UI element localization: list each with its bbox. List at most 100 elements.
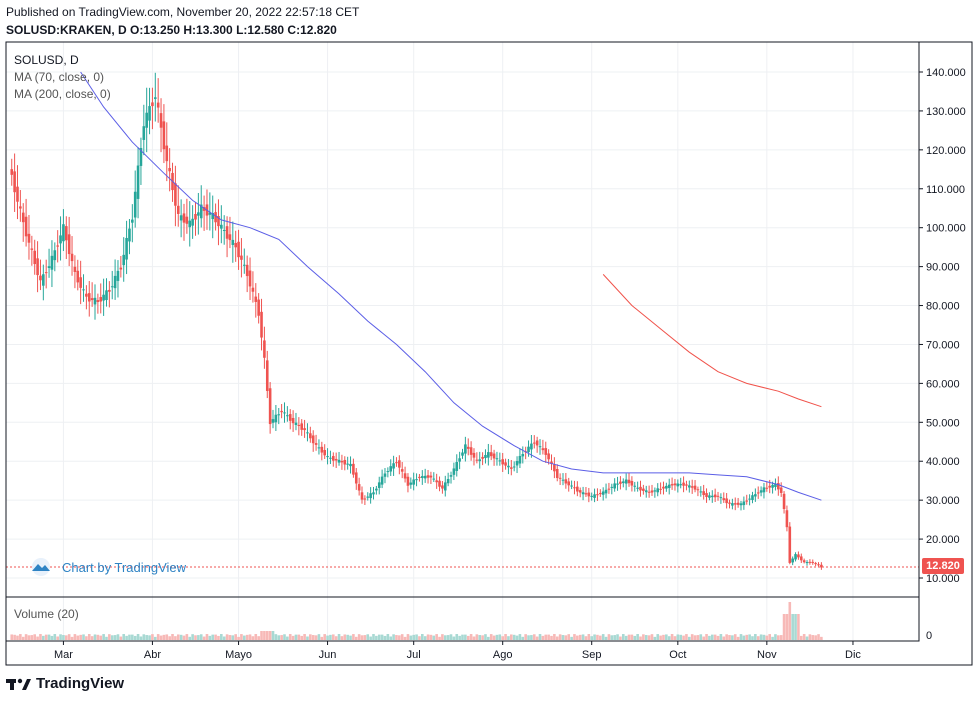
candle-body	[360, 492, 364, 500]
candle-body	[644, 490, 648, 493]
volume-bar	[217, 635, 220, 640]
candle-body	[558, 477, 562, 479]
candle-body	[403, 473, 407, 479]
volume-bar	[332, 634, 335, 640]
volume-bar	[722, 636, 726, 640]
candle-body	[665, 485, 668, 489]
tradingview-watermark[interactable]: Chart by TradingView	[26, 558, 186, 576]
volume-bar	[354, 636, 358, 640]
volume-bar	[39, 634, 42, 640]
candle-body	[311, 435, 315, 444]
volume-legend[interactable]: Volume (20)	[14, 607, 79, 621]
volume-bar	[326, 635, 329, 640]
candle-body	[145, 112, 148, 128]
volume-bar	[245, 634, 249, 640]
candle-body	[742, 501, 746, 506]
volume-bar	[349, 635, 352, 640]
candle-body	[656, 488, 660, 493]
candle-body	[19, 206, 22, 209]
volume-bar	[478, 635, 482, 640]
volume-bar	[174, 636, 177, 640]
volume-bar	[446, 635, 450, 640]
volume-bar	[748, 634, 751, 640]
candle-body	[136, 165, 140, 199]
volume-bar	[596, 634, 599, 640]
volume-bar	[145, 635, 148, 640]
candle-body	[139, 147, 143, 166]
candle-body	[64, 226, 68, 241]
volume-bar	[570, 636, 573, 640]
candle-body	[179, 215, 183, 221]
volume-bar	[389, 636, 393, 640]
y-tick-label: 50.000	[926, 417, 960, 429]
candle-body	[27, 233, 31, 243]
ma70-legend[interactable]: MA (70, close, 0)	[14, 70, 105, 84]
volume-bar	[487, 636, 490, 640]
volume-bar	[352, 634, 355, 640]
candle-body	[788, 526, 792, 563]
candle-body	[306, 432, 309, 434]
volume-bar	[567, 634, 571, 640]
volume-bar	[564, 635, 568, 640]
volume-bar	[406, 634, 410, 640]
candle-body	[76, 270, 80, 283]
candle-body	[156, 102, 160, 108]
volume-bar	[33, 634, 37, 640]
volume-bar	[751, 636, 754, 640]
volume-bar	[779, 635, 783, 640]
candle-body	[208, 212, 212, 215]
candle-body	[423, 475, 427, 479]
volume-bar	[386, 634, 390, 640]
volume-bar	[320, 636, 324, 640]
candle-body	[286, 415, 289, 417]
candle-body	[398, 460, 401, 468]
candle-body	[593, 494, 596, 498]
volume-bar	[265, 631, 269, 640]
volume-bar	[573, 634, 576, 640]
y-tick-label: 110.000	[926, 184, 965, 196]
footer-brand[interactable]: TradingView	[6, 675, 124, 692]
price-pane-border	[5, 41, 920, 598]
candle-body	[443, 482, 447, 491]
candle-body	[260, 311, 263, 338]
candle-body	[466, 446, 470, 449]
volume-bar	[202, 636, 206, 640]
volume-bar	[593, 634, 596, 640]
volume-bar	[346, 634, 349, 640]
volume-bar	[171, 634, 174, 640]
candle-body	[263, 340, 266, 358]
volume-bar	[306, 636, 309, 640]
candle-body	[728, 502, 731, 504]
volume-bar	[498, 634, 502, 640]
volume-bar	[708, 635, 711, 640]
candle-body	[538, 446, 542, 448]
candle-body	[245, 264, 249, 277]
volume-bar	[168, 636, 171, 640]
volume-bar	[616, 634, 619, 640]
volume-bar	[412, 634, 415, 640]
candle-body	[504, 462, 507, 466]
ma200-legend[interactable]: MA (200, close, 0)	[14, 87, 111, 101]
volume-bar	[647, 635, 651, 640]
volume-bar	[621, 634, 625, 640]
tradingview-logo-icon	[6, 678, 31, 690]
candle-body	[619, 481, 622, 484]
volume-bar	[788, 602, 792, 640]
candle-body	[125, 237, 128, 260]
candles	[10, 72, 823, 570]
time-axis: Mar Abr Mayo Jun Jul Ago Sep Oct Nov Dic	[54, 641, 861, 661]
volume-bar	[197, 635, 200, 640]
candle-body	[340, 460, 344, 463]
candle-body	[751, 495, 754, 500]
volume-bar	[464, 634, 467, 640]
volume-bar	[659, 635, 662, 640]
volume-bar	[148, 635, 151, 640]
candle-body	[59, 235, 62, 244]
candle-body	[366, 496, 370, 498]
volume-bar	[260, 631, 263, 640]
candle-body	[99, 297, 103, 302]
volume-bar	[102, 634, 105, 640]
volume-bar	[24, 634, 28, 640]
candle-body	[708, 495, 711, 498]
